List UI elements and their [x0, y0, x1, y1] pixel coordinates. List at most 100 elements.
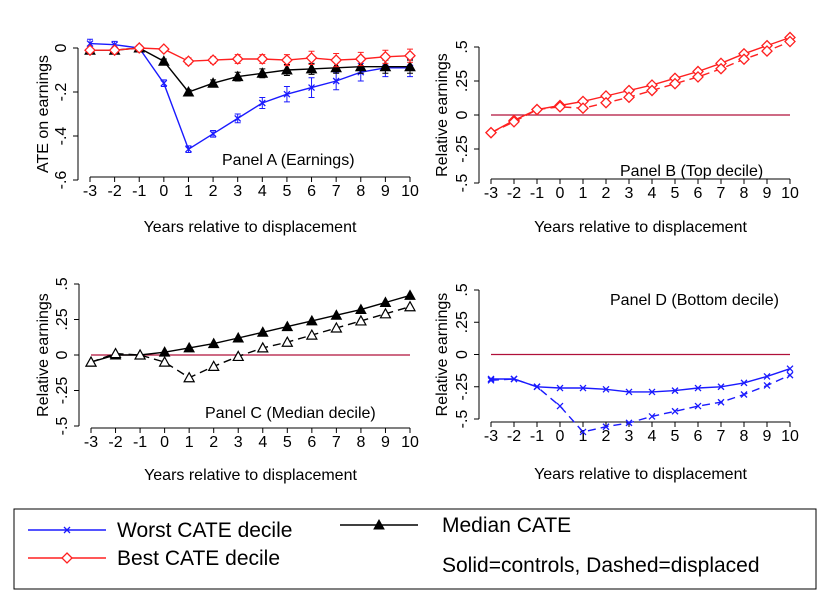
legend-label: Best CATE decile [117, 547, 280, 570]
x-tick-label: 10 [781, 428, 799, 445]
data-point [86, 40, 94, 48]
x-tick-label: 1 [579, 185, 588, 202]
data-point [786, 365, 794, 373]
data-point [84, 355, 98, 367]
x-tick-label: 4 [258, 183, 267, 200]
series-best-solid [84, 42, 416, 68]
data-point [330, 309, 343, 320]
data-point [256, 53, 269, 65]
y-tick-label: 0 [53, 43, 70, 52]
x-tick-label: -1 [133, 434, 147, 451]
data-point [133, 42, 146, 54]
data-point [648, 412, 656, 420]
data-point [234, 114, 242, 122]
y-tick-label: -.25 [54, 377, 71, 405]
data-point [256, 67, 269, 78]
x-tick-label: 7 [717, 428, 726, 445]
x-tick-label: -3 [84, 434, 98, 451]
x-tick-label: 8 [740, 185, 749, 202]
x-tick-label: 1 [184, 183, 193, 200]
data-point [379, 50, 392, 63]
x-tick-label: 5 [671, 185, 680, 202]
data-point [508, 115, 520, 128]
x-tick-label: 8 [740, 428, 749, 445]
panel-annotation: Panel C (Median decile) [205, 405, 376, 422]
y-tick-label: .5 [54, 277, 71, 290]
data-point [157, 43, 170, 56]
y-tick-label: 0 [454, 350, 471, 359]
panel-annotation: Panel D (Bottom decile) [610, 292, 779, 309]
x-tick-label: 3 [625, 428, 634, 445]
legend-box [13, 508, 817, 590]
x-tick-label: 0 [159, 183, 168, 200]
y-tick-label: .5 [454, 40, 471, 53]
data-point [281, 335, 294, 347]
x-tick-label: 1 [579, 428, 588, 445]
x-tick-label: 4 [258, 434, 267, 451]
data-point [669, 77, 681, 90]
data-point [232, 331, 245, 343]
x-tick-label: 3 [234, 434, 243, 451]
data-point [556, 384, 564, 392]
x-tick-label: -2 [108, 434, 122, 451]
x-tick-label: 5 [283, 434, 292, 451]
series-best-solid [485, 31, 796, 139]
data-point [330, 61, 343, 73]
y-axis-label: Relative earnings [434, 53, 451, 177]
data-point [109, 347, 122, 359]
y-axis-label: ATE on earnings [35, 55, 52, 173]
y-tick-label: 0 [54, 350, 71, 359]
data-point [231, 70, 244, 82]
x-tick-label: -3 [83, 183, 97, 200]
data-point [738, 53, 750, 66]
x-tick-label: 10 [781, 185, 799, 202]
x-tick-label: 9 [763, 428, 772, 445]
data-point [332, 77, 340, 85]
x-tick-label: 5 [671, 428, 680, 445]
data-point [510, 375, 518, 383]
data-point [763, 372, 771, 380]
data-point [671, 407, 679, 415]
data-point [354, 53, 367, 65]
y-tick-label: -.6 [53, 171, 70, 190]
y-tick-label: -.2 [53, 83, 70, 102]
x-axis-label: Years relative to displacement [534, 466, 747, 483]
y-axis-label: Relative earnings [35, 293, 52, 417]
y-axis-label: Relative earnings [434, 293, 451, 417]
y-tick-label: .5 [454, 283, 471, 296]
data-point [84, 44, 96, 57]
y-tick-label: -.25 [454, 373, 471, 401]
data-point [717, 383, 725, 391]
panel-annotation: Panel B (Top decile) [620, 163, 763, 180]
data-point [556, 402, 564, 410]
x-axis-label: Years relative to displacement [144, 219, 357, 236]
data-point [740, 379, 748, 387]
data-point [182, 85, 195, 97]
x-tick-label: -1 [530, 185, 544, 202]
data-point [404, 49, 416, 62]
series-median-solid [84, 41, 416, 97]
data-point [160, 79, 168, 87]
data-point [579, 384, 587, 392]
x-tick-label: 2 [602, 185, 611, 202]
data-point [207, 360, 220, 371]
series-worst-solid [86, 38, 414, 153]
data-point [354, 60, 367, 72]
x-tick-label: 2 [209, 434, 218, 451]
x-tick-label: -3 [484, 185, 498, 202]
data-point [185, 145, 192, 153]
data-point [602, 423, 610, 431]
x-tick-label: 4 [648, 428, 657, 445]
data-point [717, 398, 725, 406]
data-point [305, 51, 318, 64]
data-point [209, 130, 217, 138]
x-tick-label: 7 [332, 434, 341, 451]
x-tick-label: 7 [332, 183, 341, 200]
x-tick-label: 10 [401, 183, 419, 200]
data-point [784, 35, 796, 48]
data-point [646, 84, 658, 97]
data-point [579, 428, 587, 436]
data-point [354, 314, 367, 326]
